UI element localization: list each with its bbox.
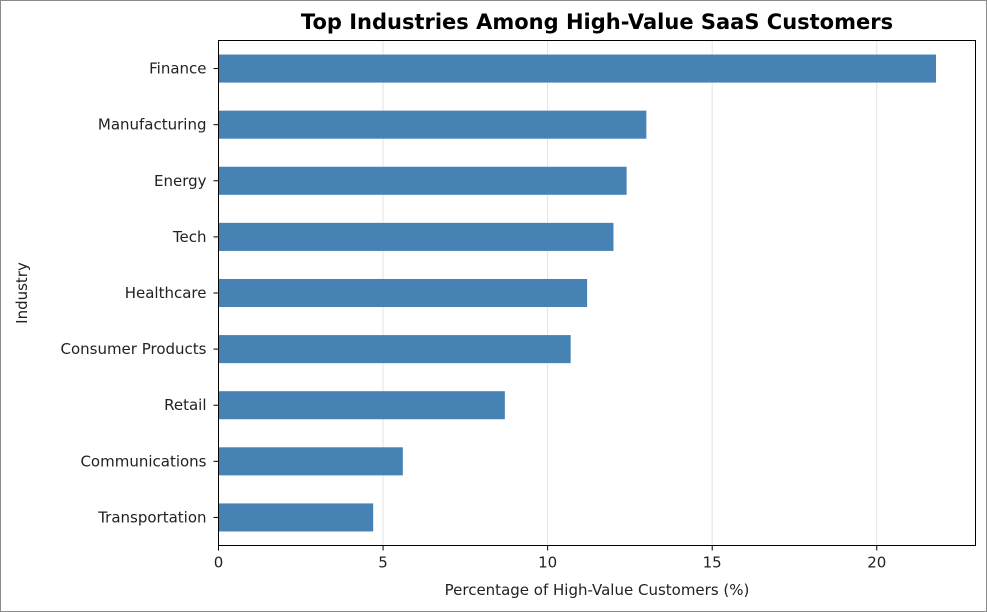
y-tick-label: Retail xyxy=(164,396,206,414)
x-tick-label: 20 xyxy=(867,554,886,572)
y-axis: Finance Manufacturing Energy Tech Healthcare… xyxy=(60,60,219,526)
bar xyxy=(218,335,571,364)
x-tick-label: 10 xyxy=(538,554,557,572)
y-tick-label: Communications xyxy=(80,452,206,470)
y-tick-label: Healthcare xyxy=(125,284,207,302)
x-tick-label: 15 xyxy=(703,554,722,572)
y-tick-label: Finance xyxy=(149,60,206,78)
y-tick-label: Transportation xyxy=(97,508,206,526)
y-tick-label: Energy xyxy=(154,172,207,190)
bar xyxy=(218,110,647,139)
x-tick-label: 0 xyxy=(214,554,224,572)
bar xyxy=(218,503,374,532)
y-axis-label: Industry xyxy=(13,262,31,324)
bar xyxy=(218,222,614,251)
bar xyxy=(218,54,937,83)
bar xyxy=(218,278,588,308)
bar-layer xyxy=(218,54,937,532)
chart-title: Top Industries Among High-Value SaaS Cus… xyxy=(301,10,893,34)
bar xyxy=(218,447,403,476)
y-tick-label: Manufacturing xyxy=(98,116,207,134)
x-tick-label: 5 xyxy=(378,554,388,572)
bar xyxy=(218,391,505,420)
y-tick-label: Consumer Products xyxy=(60,340,206,358)
x-axis-label: Percentage of High-Value Customers (%) xyxy=(445,581,750,599)
y-tick-label: Tech xyxy=(172,228,207,246)
bar xyxy=(218,166,627,195)
x-axis: 0 5 10 15 20 xyxy=(214,545,886,572)
